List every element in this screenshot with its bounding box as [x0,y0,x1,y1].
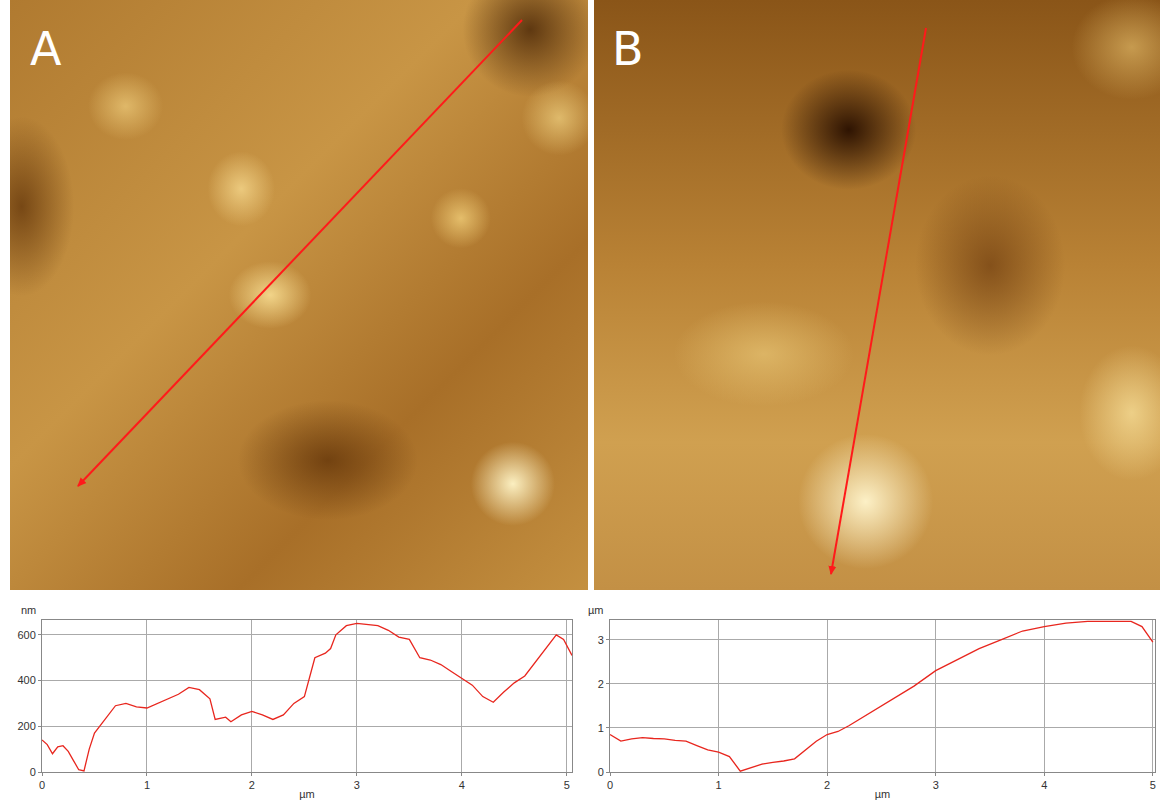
svg-text:3: 3 [933,779,939,791]
svg-text:3: 3 [354,779,360,791]
svg-text:600: 600 [17,629,35,641]
svg-text:5: 5 [1150,779,1156,791]
svg-text:1: 1 [598,722,604,734]
svg-text:4: 4 [1041,779,1047,791]
svg-text:0: 0 [39,779,45,791]
svg-text:µm: µm [588,604,604,616]
svg-text:4: 4 [459,779,465,791]
svg-text:0: 0 [598,766,604,778]
svg-text:5: 5 [564,779,570,791]
html-text:B: B [612,22,644,76]
svg-text:µm: µm [875,788,891,800]
svg-text:1: 1 [144,779,150,791]
svg-text:2: 2 [824,779,830,791]
svg-text:3: 3 [598,634,604,646]
html-text:A: A [30,22,62,76]
svg-text:µm: µm [299,788,315,800]
svg-text:200: 200 [17,720,35,732]
svg-text:0: 0 [607,779,613,791]
svg-text:2: 2 [598,678,604,690]
svg-text:nm: nm [21,604,36,616]
svg-text:0: 0 [30,766,36,778]
svg-text:1: 1 [716,779,722,791]
svg-text:2: 2 [249,779,255,791]
svg-text:400: 400 [17,674,35,686]
